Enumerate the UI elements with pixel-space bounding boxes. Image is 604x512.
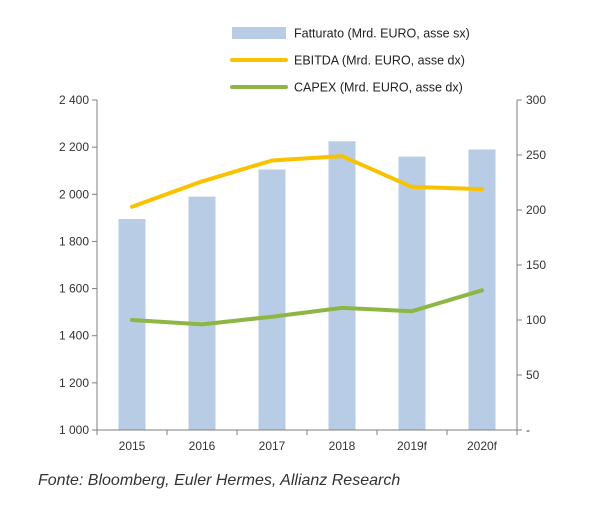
right-tick-label: 300 — [526, 93, 546, 107]
x-tick-label: 2019f — [397, 439, 428, 453]
right-tick-label: 150 — [526, 258, 546, 272]
left-tick-label: 1 200 — [59, 376, 89, 390]
right-tick-label: 200 — [526, 203, 546, 217]
left-tick-label: 2 000 — [59, 187, 89, 201]
legend-label-ebitda: EBITDA (Mrd. EURO, asse dx) — [294, 54, 465, 68]
lines — [130, 154, 484, 327]
bar-2019f — [398, 156, 426, 431]
line-ebitda — [130, 154, 484, 209]
x-tick-label: 2015 — [119, 439, 146, 453]
bar-2018 — [328, 141, 356, 430]
left-tick-label: 2 400 — [59, 93, 89, 107]
bar-2017 — [258, 169, 286, 431]
legend-swatch-fatturato — [232, 27, 286, 39]
left-tick-label: 1 000 — [59, 423, 89, 437]
legend-label-capex: CAPEX (Mrd. EURO, asse dx) — [294, 81, 463, 95]
right-tick-label: 100 — [526, 313, 546, 327]
left-tick-label: 1 400 — [59, 329, 89, 343]
bar-2016 — [188, 196, 216, 430]
legend: Fatturato (Mrd. EURO, asse sx) EBITDA (Mr… — [230, 27, 470, 95]
right-tick-label: - — [526, 423, 530, 437]
left-tick-label: 1 600 — [59, 282, 89, 296]
bar-2015 — [118, 219, 146, 430]
legend-label-fatturato: Fatturato (Mrd. EURO, asse sx) — [294, 27, 470, 41]
tick-labels: 1 000 1 200 1 400 1 600 1 800 2 000 2 200 2 400… — [59, 93, 546, 453]
left-tick-label: 1 800 — [59, 234, 89, 248]
source-note: Fonte: Bloomberg, Euler Hermes, Allianz … — [38, 472, 401, 489]
x-tick-label: 2016 — [189, 439, 216, 453]
x-tick-label: 2020f — [467, 439, 498, 453]
left-tick-label: 2 200 — [59, 140, 89, 154]
bars-fatturato — [118, 141, 496, 431]
x-tick-label: 2017 — [259, 439, 286, 453]
axes — [92, 99, 522, 435]
line-capex — [130, 288, 484, 327]
right-tick-label: 50 — [526, 368, 540, 382]
x-tick-label: 2018 — [329, 439, 356, 453]
right-tick-label: 250 — [526, 148, 546, 162]
